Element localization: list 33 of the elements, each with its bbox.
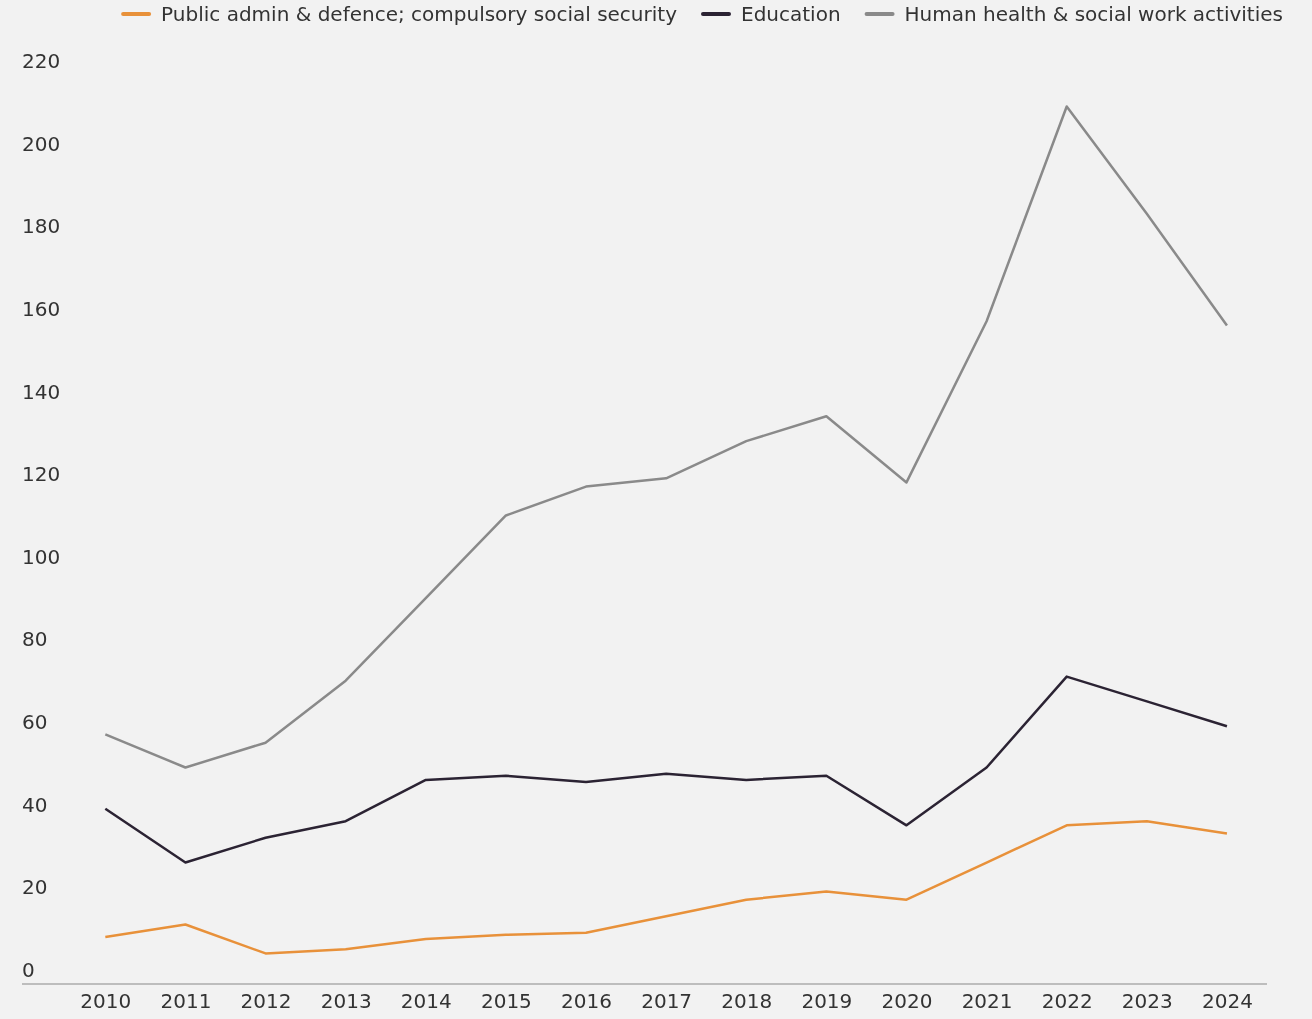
x-tick-label: 2023 [1121, 989, 1173, 1014]
y-tick-label: 40 [22, 792, 48, 817]
x-tick-label: 2010 [80, 989, 132, 1014]
x-tick-label: 2012 [240, 989, 292, 1014]
x-tick-label: 2020 [881, 989, 933, 1014]
y-tick-label: 60 [22, 710, 48, 735]
legend-label: Education [741, 2, 841, 26]
x-tick-label: 2022 [1041, 989, 1093, 1014]
legend-label: Public admin & defence; compulsory social security [161, 2, 678, 26]
legend-label: Human health & social work activities [904, 2, 1283, 26]
x-tick-label: 2024 [1201, 989, 1253, 1014]
y-tick-label: 160 [22, 296, 61, 321]
y-tick-label: 80 [22, 627, 48, 652]
y-tick-label: 100 [22, 544, 61, 569]
x-tick-label: 2019 [801, 989, 853, 1014]
line-series [104, 675, 1229, 864]
x-tick-label: 2018 [721, 989, 773, 1014]
x-tick-label: 2016 [561, 989, 612, 1014]
line-series [104, 105, 1229, 769]
x-tick-label: 2017 [641, 989, 693, 1014]
x-tick-label: 2011 [160, 989, 212, 1014]
x-tick-label: 2021 [961, 989, 1013, 1014]
x-tick-label: 2015 [480, 989, 532, 1014]
y-tick-label: 180 [22, 214, 61, 239]
y-tick-label: 200 [22, 131, 61, 156]
x-tick-label: 2013 [320, 989, 372, 1014]
y-tick-label: 20 [22, 875, 48, 900]
y-tick-label: 140 [22, 379, 61, 404]
line-series [104, 819, 1229, 955]
x-tick-label: 2014 [400, 989, 452, 1014]
y-tick-label: 120 [22, 462, 61, 487]
y-tick-label: 0 [22, 957, 35, 982]
y-tick-label: 220 [22, 49, 61, 73]
